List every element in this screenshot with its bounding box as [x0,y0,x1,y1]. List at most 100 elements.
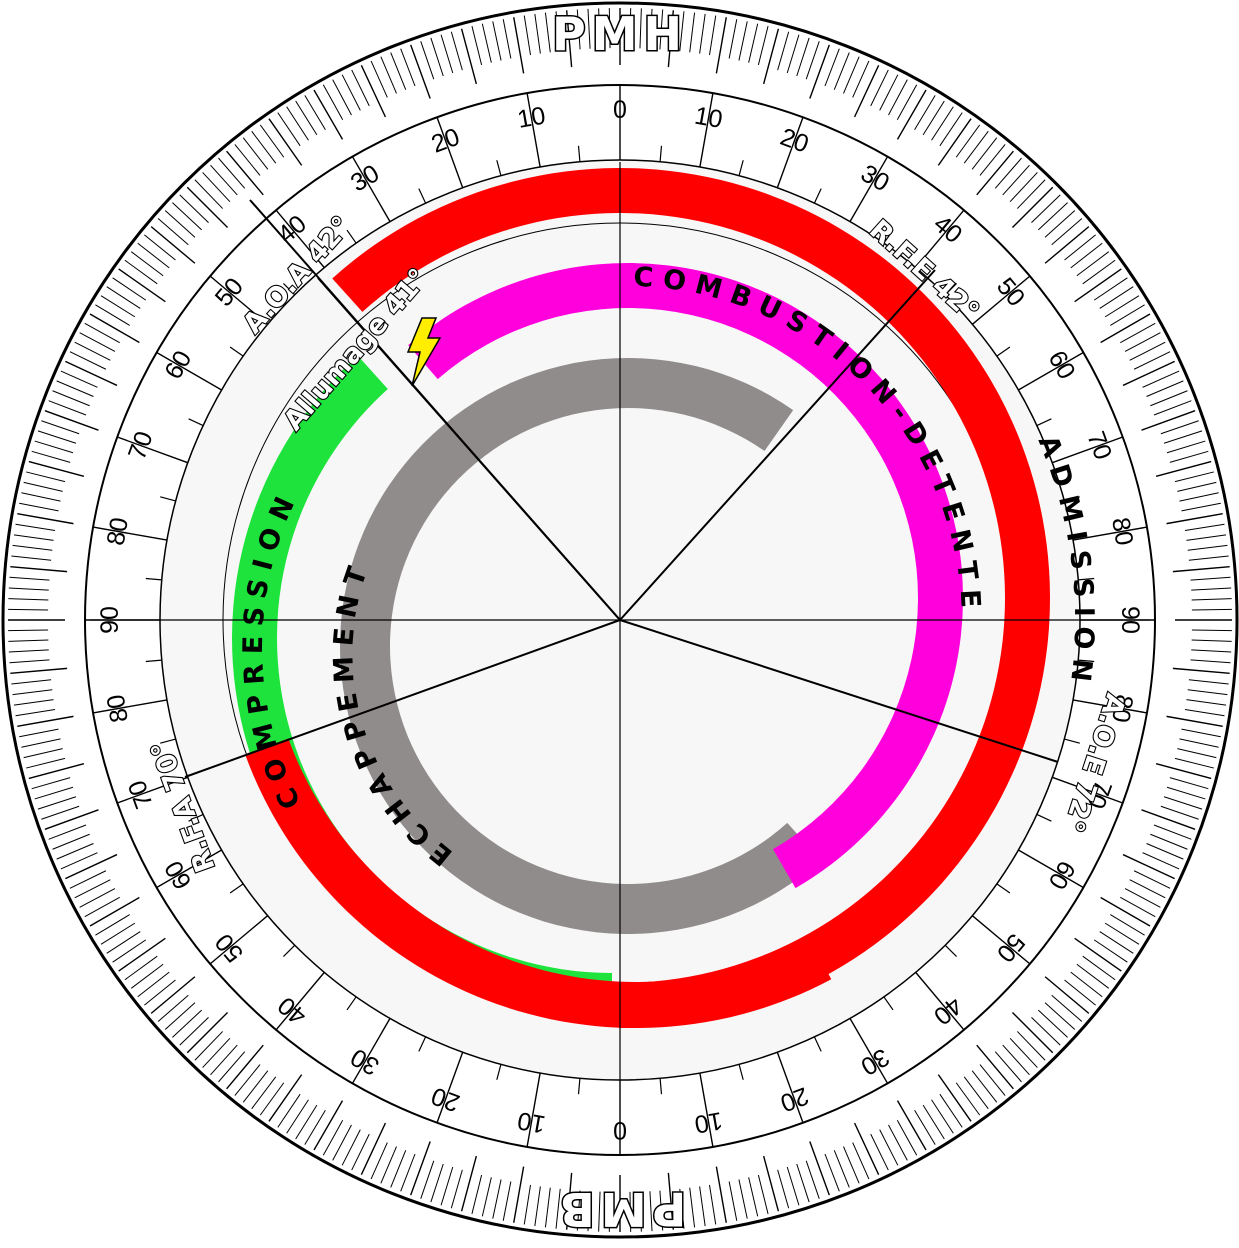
degree-tick [888,79,908,116]
degree-tick [1120,322,1156,344]
degree-tick [833,52,850,90]
degree-tick [295,1104,318,1140]
degree-tick [937,118,972,166]
degree-tick [1037,1009,1068,1038]
degree-tick [1188,555,1229,561]
degree-tick [100,295,136,318]
degree-tick [430,37,444,77]
admission-band-lower [245,738,832,1029]
degree-tick [1104,922,1140,945]
degree-tick [286,1099,309,1134]
scale-tick-label: 10 [515,102,547,134]
degree-tick [11,679,52,685]
degree-tick [1009,1037,1038,1068]
minor-tick [883,996,894,1011]
degree-tick [10,565,68,573]
pmh-label: PMH [552,7,688,61]
degree-tick [11,555,52,561]
degree-tick [587,1191,591,1232]
degree-tick [843,1146,860,1184]
degree-tick [809,44,830,99]
degree-tick [649,1191,653,1232]
degree-tick [341,1129,361,1166]
degree-tick [1093,939,1128,963]
degree-tick [659,9,664,50]
degree-tick [400,48,416,87]
degree-tick [1100,896,1151,927]
degree-tick [1044,226,1090,264]
major-tick [275,209,325,269]
degree-tick [715,1166,727,1223]
degree-tick [234,144,261,176]
degree-tick [1186,699,1227,706]
minor-tick [346,229,357,244]
combustion-band [408,263,963,889]
minor-tick [229,346,244,357]
degree-tick [659,1190,664,1231]
major-tick [971,915,1031,965]
degree-tick [1141,410,1196,431]
degree-tick [1163,430,1203,444]
degree-tick [313,89,344,140]
degree-tick [410,44,431,99]
degree-tick [598,1191,601,1232]
degree-tick [242,137,269,170]
major-tick [93,526,168,541]
degree-tick [471,26,483,66]
scale-tick-label: 80 [102,515,134,547]
degree-tick [164,1002,196,1030]
degree-tick [31,450,71,463]
degree-tick [1104,295,1140,318]
degree-tick [1191,639,1232,642]
degree-tick [1174,471,1214,483]
degree-tick [502,19,512,59]
degree-tick [629,8,632,49]
degree-tick [1124,888,1161,908]
major-tick [849,1018,889,1084]
degree-tick [130,251,164,277]
major-tick [1018,849,1084,889]
degree-tick [534,13,541,54]
degree-tick [1172,565,1230,573]
degree-tick [523,15,532,56]
degree-tick [979,1064,1006,1096]
degree-tick [79,888,116,908]
degree-tick [888,1124,908,1161]
degree-tick [8,598,49,601]
degree-tick [1160,420,1199,435]
degree-tick [313,1100,344,1151]
degree-tick [12,544,53,551]
degree-tick [1110,304,1145,326]
degree-tick [1150,390,1188,407]
degree-tick [1191,608,1232,611]
degree-tick [994,1051,1022,1083]
degree-tick [144,234,176,261]
degree-tick [1188,679,1229,685]
fine-degree-ticks [8,8,1232,1232]
scale-major-lines [85,85,1155,1155]
degree-tick [17,513,74,525]
degree-tick [502,1181,512,1221]
degree-tick [1129,341,1166,361]
degree-tick [450,1169,463,1209]
degree-tick [1160,805,1199,820]
minor-tick [282,282,296,296]
degree-tick [259,1082,285,1116]
minor-tick [659,145,663,162]
degree-tick [1070,242,1103,269]
degree-tick [9,659,50,664]
major-tick [117,436,188,464]
major-tick [915,971,965,1031]
degree-tick [8,587,49,591]
degree-tick [1016,1031,1046,1061]
degree-tick [1146,843,1184,860]
degree-tick [1163,796,1203,810]
degree-tick [400,1153,416,1192]
degree-tick [1181,502,1221,512]
degree-tick [1070,971,1103,998]
degree-tick [1146,380,1184,397]
scale-tick-label: 10 [515,1106,547,1138]
degree-tick [194,179,224,209]
degree-tick [23,748,63,759]
